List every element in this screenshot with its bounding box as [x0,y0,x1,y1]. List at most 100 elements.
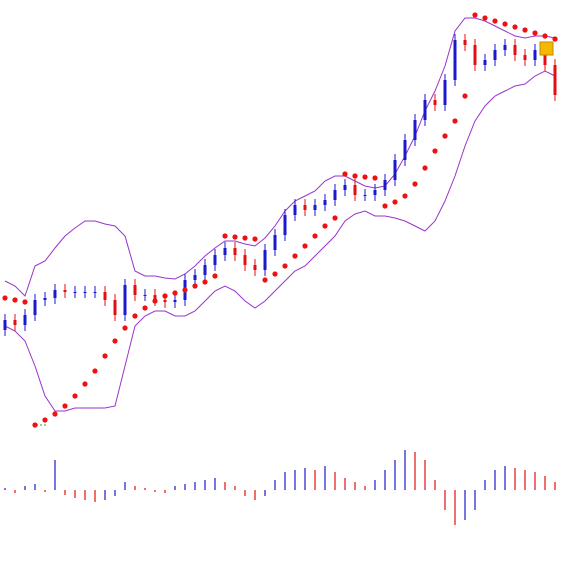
candle-body [243,255,247,265]
sar-dot [222,233,228,239]
candle-body [443,80,447,105]
candle-body [303,205,307,210]
candle-body [33,300,37,315]
sar-dot [472,12,478,18]
sar-dot [112,338,118,344]
band-upper [4,17,556,297]
sar-dot [452,118,458,124]
sar-dot [422,165,428,171]
candle-body [453,40,457,80]
sar-dot [162,293,168,299]
candle-body [23,315,27,325]
candle-body [173,300,177,302]
candle-body [473,45,477,65]
candle-body [503,45,507,50]
sar-dot [462,93,468,99]
candle-body [343,185,347,190]
sar-dot [412,181,418,187]
candle-body [83,292,87,293]
candle-body [153,295,157,300]
candle-body [353,185,357,195]
candle-body [13,320,17,325]
sar-dot [212,273,218,279]
sar-dot [332,215,338,221]
candle-body [113,300,117,315]
candle-body [283,215,287,235]
sar-dot [12,297,18,303]
candle-body [73,292,77,293]
candle-body [193,275,197,280]
sar-dot [172,290,178,296]
candle-body [543,50,547,65]
candle-body [133,285,137,295]
sar-dot [442,133,448,139]
sar-dot [252,236,258,242]
sar-dot [62,403,68,409]
sar-dot [402,193,408,199]
band-lower [4,70,556,412]
sar-dot [72,393,78,399]
candle-body [163,300,167,302]
candle-body [523,55,527,60]
sar-dot [322,223,328,229]
candle-body [103,292,107,300]
candle-body [233,248,237,255]
sar-dot [272,271,278,277]
candle-body [393,160,397,180]
sar-dot [392,199,398,205]
candle-body [253,265,257,270]
candle-body [373,190,377,195]
sar-dot [142,305,148,311]
candle-body [43,298,47,300]
sar-dot [202,279,208,285]
sar-dot [42,417,48,423]
candle-body [413,120,417,140]
sar-dot [352,173,358,179]
price-panel [2,12,558,428]
sar-dot [232,234,238,240]
candle-body [463,40,467,45]
candle-body [293,205,297,215]
candle-body [123,285,127,315]
sar-dot [282,263,288,269]
candle-body [483,60,487,65]
candle-body [313,205,317,210]
candle-body [63,290,67,292]
sar-dot [292,253,298,259]
candle-body [363,195,367,196]
sar-dot [2,295,8,301]
sar-dot [192,283,198,289]
candle-body [223,248,227,255]
sar-dot [52,411,58,417]
candle-body [53,290,57,298]
sar-dot [382,203,388,209]
candle-body [403,140,407,160]
sar-dot [362,174,368,180]
candle-body [513,45,517,55]
candle-body [433,100,437,105]
sar-dot [302,243,308,249]
candle-body [263,250,267,270]
candle-body [323,200,327,205]
sar-dot [372,175,378,181]
candle-body [213,255,217,265]
candle-body [383,180,387,190]
sar-dot [552,36,558,42]
sar-dot [242,235,248,241]
candle-body [493,50,497,60]
sar-dot [92,368,98,374]
sar-dot [312,233,318,239]
sar-dot [32,422,38,428]
sar-dot [82,381,88,387]
candle-body [273,235,277,250]
position-marker [539,41,554,56]
sar-dot [432,148,438,154]
candle-body [533,50,537,60]
sar-dot [492,18,498,24]
oscillator-panel [4,450,556,525]
sar-dot [482,15,488,21]
candle-body [143,295,147,296]
candle-body [553,65,557,95]
candle-body [423,100,427,120]
sar-dot [22,299,28,305]
